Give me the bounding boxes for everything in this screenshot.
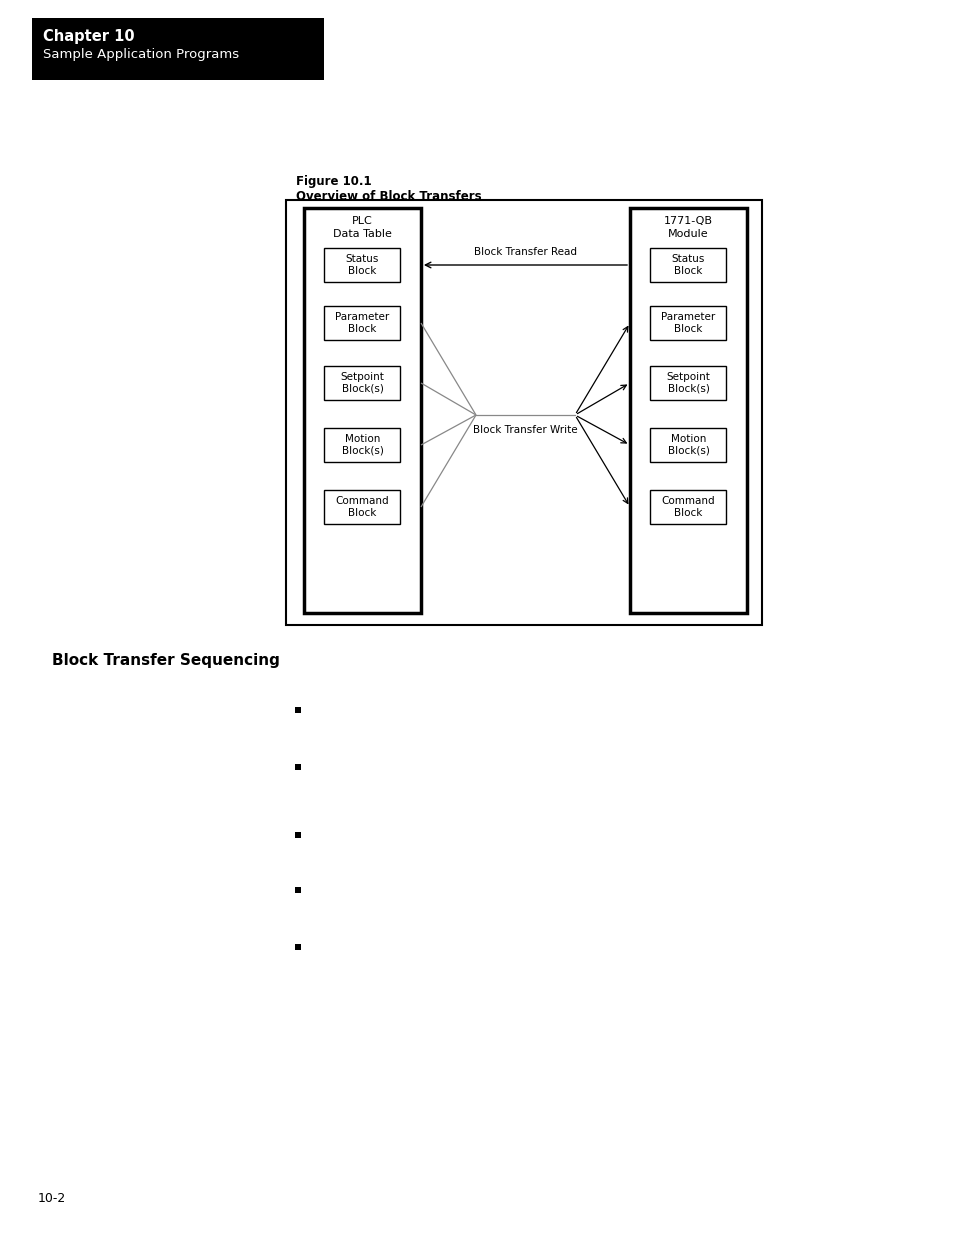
FancyBboxPatch shape [324,429,400,462]
Text: Data Table: Data Table [333,228,392,240]
FancyBboxPatch shape [324,490,400,524]
Text: Command
Block: Command Block [335,496,389,517]
Text: Parameter
Block: Parameter Block [335,312,389,333]
FancyBboxPatch shape [650,306,726,340]
Text: Motion
Block(s): Motion Block(s) [341,435,383,456]
Text: Motion
Block(s): Motion Block(s) [667,435,709,456]
Text: Sample Application Programs: Sample Application Programs [43,48,239,61]
FancyBboxPatch shape [650,490,726,524]
Text: Block Transfer Write: Block Transfer Write [473,425,578,435]
FancyBboxPatch shape [304,207,420,613]
Text: 10-2: 10-2 [38,1192,66,1205]
Text: Setpoint
Block(s): Setpoint Block(s) [340,372,384,394]
FancyBboxPatch shape [324,306,400,340]
Text: PLC: PLC [352,216,373,226]
Text: Chapter 10: Chapter 10 [43,28,134,44]
Text: Overview of Block Transfers: Overview of Block Transfers [295,190,481,203]
FancyBboxPatch shape [629,207,746,613]
Text: Figure 10.1: Figure 10.1 [295,175,372,188]
Text: Module: Module [667,228,708,240]
Text: Block Transfer Read: Block Transfer Read [474,247,577,257]
Text: Command
Block: Command Block [661,496,715,517]
Text: Setpoint
Block(s): Setpoint Block(s) [666,372,710,394]
FancyBboxPatch shape [324,366,400,400]
Text: Block Transfer Sequencing: Block Transfer Sequencing [52,653,279,668]
Text: Parameter
Block: Parameter Block [660,312,715,333]
FancyBboxPatch shape [650,248,726,282]
FancyBboxPatch shape [650,366,726,400]
FancyBboxPatch shape [32,19,324,80]
Text: 1771-QB: 1771-QB [663,216,712,226]
FancyBboxPatch shape [650,429,726,462]
FancyBboxPatch shape [324,248,400,282]
Text: Status
Block: Status Block [671,254,704,275]
Text: Status
Block: Status Block [345,254,378,275]
FancyBboxPatch shape [286,200,761,625]
